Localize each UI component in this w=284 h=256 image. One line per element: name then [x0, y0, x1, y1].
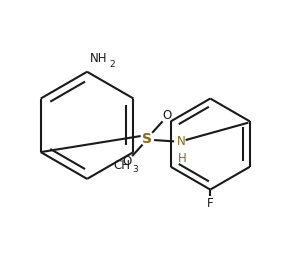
- Text: 2: 2: [109, 60, 115, 69]
- Text: O: O: [123, 155, 132, 168]
- Text: F: F: [207, 197, 214, 210]
- Text: NH: NH: [90, 52, 107, 65]
- Text: H: H: [178, 152, 187, 165]
- Text: CH: CH: [114, 159, 131, 172]
- Text: N: N: [176, 135, 185, 148]
- Text: O: O: [163, 110, 172, 122]
- Text: S: S: [142, 132, 152, 146]
- Text: 3: 3: [132, 165, 138, 174]
